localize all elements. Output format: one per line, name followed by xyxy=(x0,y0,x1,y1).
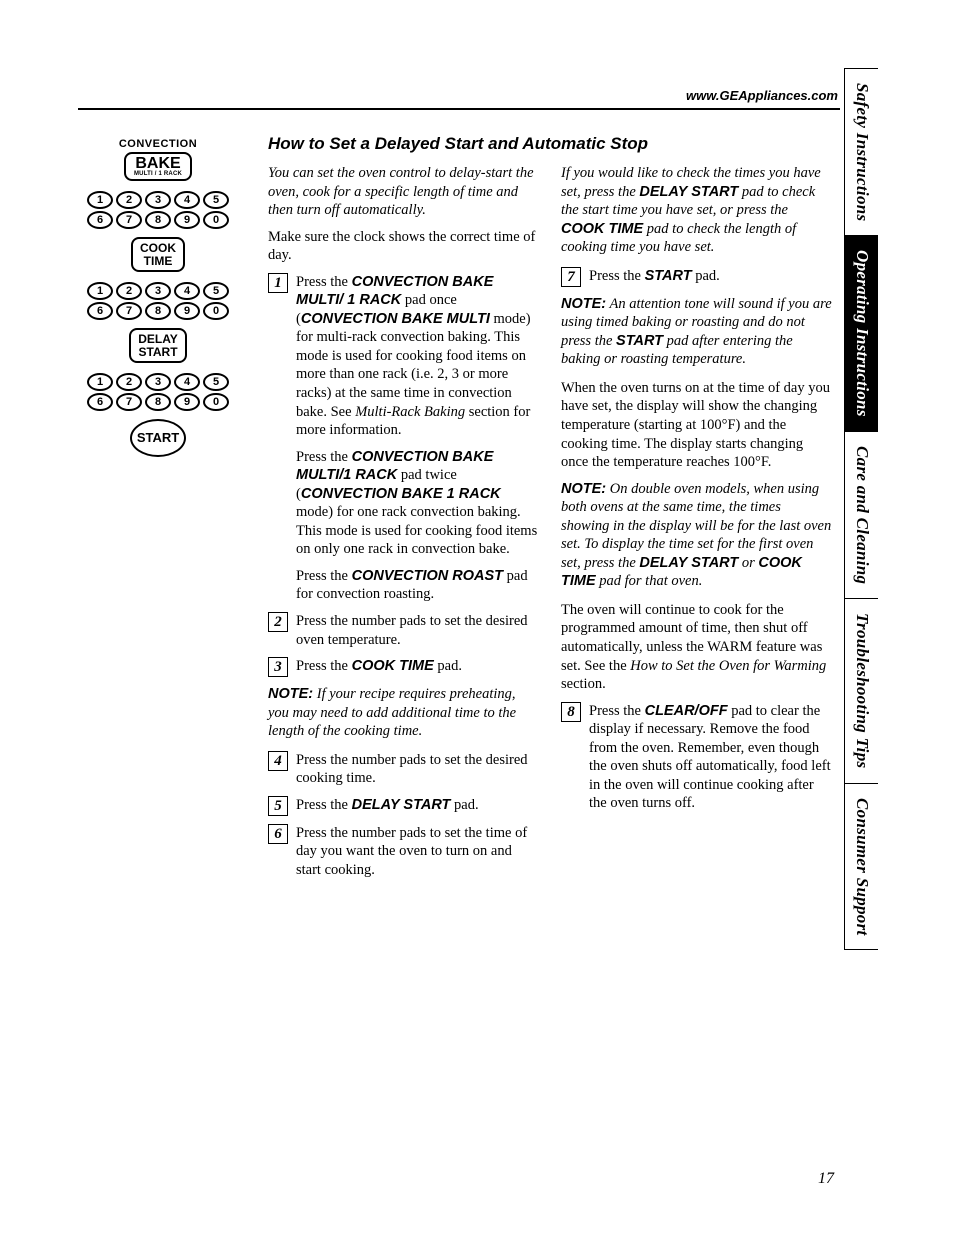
step-2: 2 Press the number pads to set the desir… xyxy=(268,612,539,649)
key: 5 xyxy=(203,191,229,209)
divider xyxy=(78,108,840,110)
step-body: Press the number pads to set the desired… xyxy=(296,751,539,788)
tab-operating: Operating Instructions xyxy=(844,236,878,432)
side-tabs: Safety Instructions Operating Instructio… xyxy=(844,68,878,1158)
step-num: 1 xyxy=(268,273,288,293)
key: 9 xyxy=(174,393,200,411)
key: 3 xyxy=(145,191,171,209)
intro: You can set the oven control to delay-st… xyxy=(268,164,539,220)
step-5: 5 Press the DELAY START pad. xyxy=(268,796,539,816)
key: 7 xyxy=(116,393,142,411)
step-body: Press the START pad. xyxy=(589,267,832,287)
step-body: Press the CONVECTION BAKE MULTI/ 1 RACK … xyxy=(296,273,539,440)
step-num: 5 xyxy=(268,796,288,816)
key: 4 xyxy=(174,191,200,209)
convection-label: CONVECTION xyxy=(78,138,238,150)
page-number: 17 xyxy=(818,1170,834,1188)
step-num: 3 xyxy=(268,657,288,677)
note-3: NOTE: On double oven models, when using … xyxy=(561,480,832,591)
key: 0 xyxy=(203,211,229,229)
start-button: START xyxy=(130,419,186,457)
keypad-1: 12345 67890 xyxy=(78,191,238,229)
key: 8 xyxy=(145,211,171,229)
tab-troubleshooting: Troubleshooting Tips xyxy=(844,599,878,783)
key: 6 xyxy=(87,393,113,411)
key: 6 xyxy=(87,302,113,320)
key: 8 xyxy=(145,393,171,411)
bake-main: BAKE xyxy=(135,155,180,172)
step-6: 6 Press the number pads to set the time … xyxy=(268,824,539,880)
key: 2 xyxy=(116,282,142,300)
step-7: 7 Press the START pad. xyxy=(561,267,832,287)
key: 3 xyxy=(145,373,171,391)
right-p3: When the oven turns on at the time of da… xyxy=(561,379,832,472)
key: 1 xyxy=(87,191,113,209)
keypad-3: 12345 67890 xyxy=(78,373,238,411)
key: 9 xyxy=(174,302,200,320)
step-num: 8 xyxy=(561,702,581,722)
key: 4 xyxy=(174,282,200,300)
step-num: 4 xyxy=(268,751,288,771)
bake-sub: MULTI / 1 RACK xyxy=(134,171,182,177)
key: 4 xyxy=(174,373,200,391)
key: 9 xyxy=(174,211,200,229)
key: 8 xyxy=(145,302,171,320)
key: 7 xyxy=(116,302,142,320)
delay-start-button: DELAYSTART xyxy=(129,328,187,363)
step-num: 6 xyxy=(268,824,288,844)
step-8: 8 Press the CLEAR/OFF pad to clear the d… xyxy=(561,702,832,813)
key: 2 xyxy=(116,191,142,209)
main-content: How to Set a Delayed Start and Automatic… xyxy=(268,134,832,888)
key: 0 xyxy=(203,393,229,411)
step-body: Press the DELAY START pad. xyxy=(296,796,539,816)
step-body: Press the COOK TIME pad. xyxy=(296,657,539,677)
tab-safety: Safety Instructions xyxy=(844,68,878,236)
cook-time-button: COOKTIME xyxy=(131,237,185,272)
step-3: 3 Press the COOK TIME pad. xyxy=(268,657,539,677)
step-num: 7 xyxy=(561,267,581,287)
key: 5 xyxy=(203,373,229,391)
key: 0 xyxy=(203,302,229,320)
section-title: How to Set a Delayed Start and Automatic… xyxy=(268,134,832,154)
key: 3 xyxy=(145,282,171,300)
tab-care: Care and Cleaning xyxy=(844,432,878,599)
p0: Make sure the clock shows the correct ti… xyxy=(268,228,539,265)
key: 5 xyxy=(203,282,229,300)
bake-button: BAKE MULTI / 1 RACK xyxy=(124,152,192,181)
step-1-p3: Press the CONVECTION ROAST pad for conve… xyxy=(296,567,539,604)
step-4: 4 Press the number pads to set the desir… xyxy=(268,751,539,788)
keypad-2: 12345 67890 xyxy=(78,282,238,320)
header-url: www.GEAppliances.com xyxy=(686,88,838,103)
step-1-p2: Press the CONVECTION BAKE MULTI/1 RACK p… xyxy=(296,448,539,559)
step-num: 2 xyxy=(268,612,288,632)
right-p1: If you would like to check the times you… xyxy=(561,164,832,257)
note-2: NOTE: An attention tone will sound if yo… xyxy=(561,295,832,369)
key: 6 xyxy=(87,211,113,229)
step-1: 1 Press the CONVECTION BAKE MULTI/ 1 RAC… xyxy=(268,273,539,440)
control-panel-figure: CONVECTION BAKE MULTI / 1 RACK 12345 678… xyxy=(78,138,238,457)
step-body: Press the number pads to set the desired… xyxy=(296,612,539,649)
note-1: NOTE: If your recipe requires preheating… xyxy=(268,685,539,741)
tab-consumer: Consumer Support xyxy=(844,784,878,951)
key: 1 xyxy=(87,373,113,391)
key: 1 xyxy=(87,282,113,300)
step-body: Press the CLEAR/OFF pad to clear the dis… xyxy=(589,702,832,813)
step-body: Press the number pads to set the time of… xyxy=(296,824,539,880)
right-p5: The oven will continue to cook for the p… xyxy=(561,601,832,694)
key: 7 xyxy=(116,211,142,229)
key: 2 xyxy=(116,373,142,391)
left-column: You can set the oven control to delay-st… xyxy=(268,164,539,888)
right-column: If you would like to check the times you… xyxy=(561,164,832,888)
